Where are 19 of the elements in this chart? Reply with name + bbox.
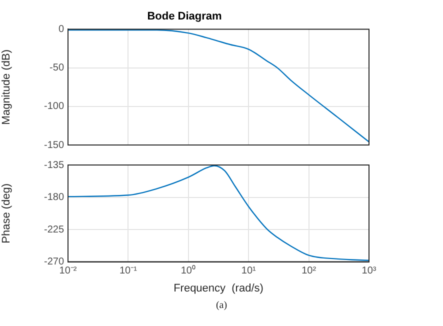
chart-title: Bode Diagram — [147, 10, 222, 23]
x-tick-label: 10⁻¹ — [119, 266, 138, 277]
x-tick-label: 10⁰ — [180, 264, 196, 277]
x-tick-label: 10⁻² — [59, 266, 78, 277]
y-tick-label: -100 — [44, 101, 64, 112]
x-tick-label: 10² — [302, 266, 317, 277]
y-tick-label: 0 — [58, 24, 64, 35]
text: (a) — [214, 300, 228, 311]
y-tick-label: -135 — [44, 160, 64, 171]
x-tick-label: 10³ — [362, 266, 377, 277]
y-tick-label: -180 — [44, 192, 64, 204]
y-axis-title: Magnitude (dB) — [0, 49, 13, 125]
x-axis-title: Frequency (rad/s) — [174, 282, 264, 294]
x-tick-label: 10¹ — [241, 266, 256, 277]
y-tick-label: -150 — [44, 140, 64, 151]
y-axis-title: Phase (deg) — [0, 183, 13, 244]
y-tick-label: -225 — [44, 224, 64, 236]
y-tick-label: -270 — [44, 256, 64, 268]
y-tick-label: -50 — [50, 62, 64, 74]
